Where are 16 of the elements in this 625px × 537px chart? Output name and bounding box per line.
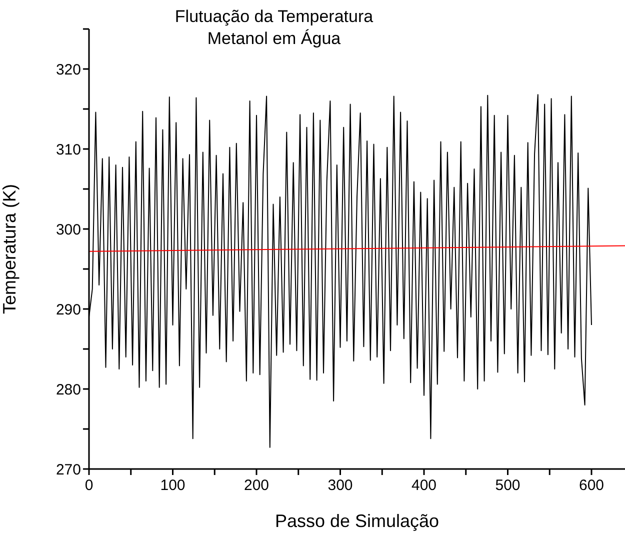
x-tick-label: 300 bbox=[328, 477, 353, 494]
y-tick-label: 280 bbox=[56, 381, 81, 398]
y-tick-label: 270 bbox=[56, 461, 81, 478]
y-axis-title: Temperatura (K) bbox=[0, 184, 20, 314]
y-tick-label: 320 bbox=[56, 61, 81, 78]
y-tick-label: 290 bbox=[56, 301, 81, 318]
x-tick-label: 0 bbox=[84, 477, 94, 494]
x-tick-label: 200 bbox=[244, 477, 270, 494]
y-tick-label: 310 bbox=[56, 141, 81, 158]
y-tick-label: 300 bbox=[56, 221, 81, 238]
x-axis-title: Passo de Simulação bbox=[274, 511, 440, 531]
chart-title: Flutuação da Temperatura Metanol em Água bbox=[174, 6, 374, 50]
x-tick-label: 500 bbox=[495, 477, 520, 494]
x-tick-label: 600 bbox=[578, 477, 604, 494]
x-tick-label: 400 bbox=[411, 477, 437, 494]
x-tick-label: 100 bbox=[160, 477, 186, 494]
